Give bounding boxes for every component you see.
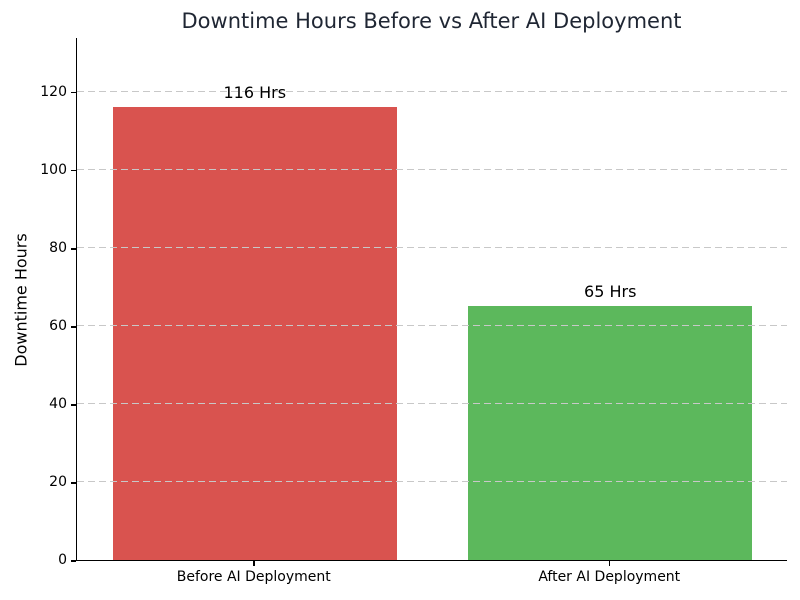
- y-tick-label: 0: [58, 552, 67, 568]
- y-tick-mark: [71, 248, 76, 250]
- y-tick-label: 20: [49, 473, 67, 490]
- x-tick-label: Before AI Deployment: [176, 569, 331, 585]
- x-tick-mark: [608, 561, 610, 566]
- bar-value-label: 116 Hrs: [223, 83, 287, 103]
- y-tick-mark: [71, 326, 76, 328]
- bar-value-label: 65 Hrs: [584, 282, 637, 302]
- y-tick-mark: [71, 169, 76, 172]
- bar-after: [468, 306, 753, 560]
- plot-area: 116 Hrs 65 Hrs: [76, 38, 787, 561]
- bar-before: [112, 107, 397, 560]
- y-tick-mark: [71, 560, 76, 562]
- x-tick-label: After AI Deployment: [538, 569, 681, 585]
- x-tick-mark: [253, 561, 255, 566]
- y-tick-label: 60: [49, 317, 67, 334]
- chart-title: Downtime Hours Before vs After AI Deploy…: [181, 9, 682, 33]
- y-tick-mark: [71, 482, 76, 484]
- y-tick-label: 40: [49, 395, 67, 412]
- y-tick-mark: [71, 404, 76, 406]
- y-tick-label: 100: [40, 161, 67, 178]
- y-tick-label: 120: [40, 83, 67, 100]
- y-tick-mark: [71, 91, 76, 94]
- y-tick-label: 80: [49, 239, 67, 256]
